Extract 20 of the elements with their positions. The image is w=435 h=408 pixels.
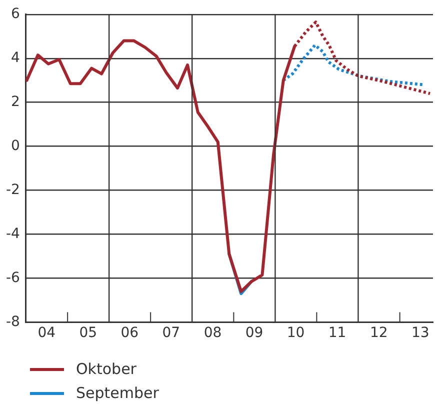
x-tick-label: 10 bbox=[286, 325, 305, 342]
x-tick-label: 13 bbox=[411, 325, 430, 342]
x-tick-label: 07 bbox=[162, 325, 180, 342]
x-tick-label: 09 bbox=[245, 325, 264, 342]
y-tick-label: -6 bbox=[6, 270, 20, 286]
x-tick-label: 04 bbox=[38, 325, 56, 342]
x-tick-label: 11 bbox=[328, 325, 346, 342]
y-tick-label: -2 bbox=[6, 182, 20, 198]
y-tick-label: 4 bbox=[11, 50, 20, 66]
y-tick-label: 6 bbox=[11, 6, 20, 22]
y-tick-label: 0 bbox=[11, 138, 20, 154]
x-tick-label: 08 bbox=[204, 325, 222, 342]
y-tick-label: 2 bbox=[11, 94, 20, 110]
y-tick-label: -4 bbox=[6, 226, 20, 242]
y-tick-label: -8 bbox=[6, 314, 20, 330]
x-tick-label: 05 bbox=[79, 325, 98, 342]
legend-label: Oktober bbox=[76, 360, 136, 378]
x-tick-label: 12 bbox=[370, 325, 388, 342]
legend-label: September bbox=[76, 384, 159, 402]
x-tick-label: 06 bbox=[120, 325, 139, 342]
